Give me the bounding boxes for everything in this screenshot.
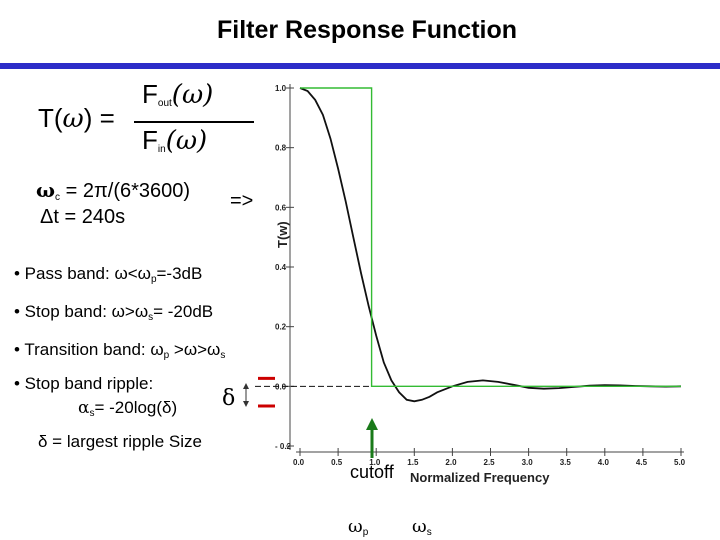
- filter-response-curve: [299, 87, 682, 403]
- x-tick-label: 1.0: [369, 458, 381, 467]
- cutoff-label: cutoff: [350, 462, 394, 482]
- omega-p-label: ωp: [348, 516, 369, 538]
- x-tick-label: 5.0: [674, 458, 686, 467]
- delta-arrow-down: [243, 401, 249, 407]
- x-tick-label: 2.5: [484, 458, 496, 467]
- y-tick-label: 0.0: [275, 382, 287, 391]
- y-tick-label: 1.0: [275, 84, 287, 93]
- cutoff-frequency-line: ωc = 2π/(6*3600): [36, 178, 191, 203]
- ripple-alpha-formula: αs= -20log(δ): [78, 398, 178, 419]
- title-rule: [0, 63, 720, 69]
- y-tick-label: 0.8: [275, 144, 287, 153]
- x-tick-label: 0.5: [331, 458, 343, 467]
- y-tick-label: - 0.2: [275, 442, 292, 451]
- y-tick-label: 0.4: [275, 263, 287, 272]
- formula-denominator: Fin(ω): [142, 125, 208, 156]
- x-tick-label: 2.0: [445, 458, 457, 467]
- x-tick-label: 3.0: [522, 458, 534, 467]
- ripple-definition: δ = largest ripple Size: [38, 432, 202, 451]
- x-tick-label: 0.0: [293, 458, 305, 467]
- x-tick-label: 1.5: [407, 458, 419, 467]
- cutoff-frequency-box: [34, 156, 228, 238]
- bullet-transition-band: • Transition band: ωp >ω>ωs: [14, 340, 226, 361]
- plot-curves: [243, 87, 682, 458]
- bullet-pass-band: • Pass band: ω<ωp=-3dB: [14, 264, 203, 285]
- x-tick-label: 3.5: [560, 458, 572, 467]
- y-tick-label: 0.2: [275, 323, 287, 332]
- plot-axes: 1.00.80.60.40.20.0- 0.20.0 0.5 1.0 1.5 2.0 2.…: [255, 84, 686, 485]
- time-step-line: Δt = 240s: [40, 206, 126, 228]
- cutoff-arrow-head: [366, 418, 378, 430]
- formula-numerator: Fout(ω): [142, 79, 214, 110]
- fraction-bar: [134, 121, 254, 123]
- formula-lhs: T(ω) =: [38, 103, 115, 134]
- slide-title: Filter Response Function: [216, 16, 518, 44]
- omega-s-label: ωs: [412, 516, 432, 538]
- y-tick-label: 0.6: [275, 203, 287, 212]
- x-axis-label: Normalized Frequency: [410, 470, 550, 485]
- implies-arrow: =>: [230, 190, 254, 212]
- x-tick-label: 4.0: [598, 458, 610, 467]
- bullet-stop-band-ripple: • Stop band ripple:: [14, 374, 154, 393]
- ideal-filter-line: [300, 87, 681, 387]
- delta-arrow-up: [243, 383, 249, 389]
- x-tick-label: 4.5: [636, 458, 648, 467]
- bullet-stop-band: • Stop band: ω>ωs= -20dB: [14, 302, 214, 323]
- delta-symbol: δ: [222, 386, 236, 411]
- transfer-function-formula: T(ω) = Fout(ω) Fin(ω): [38, 79, 254, 156]
- y-axis-label: T(w): [275, 221, 290, 248]
